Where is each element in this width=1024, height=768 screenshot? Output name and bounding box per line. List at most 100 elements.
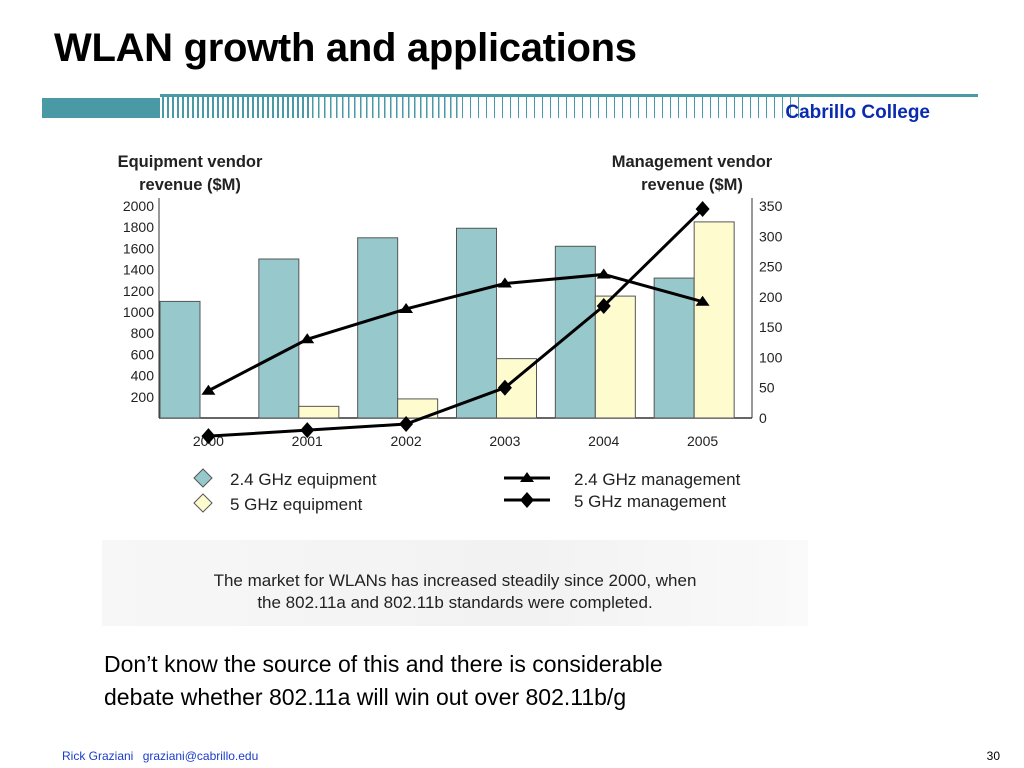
legend-label: 2.4 GHz management — [574, 470, 741, 489]
header-stripe — [227, 97, 229, 118]
left-tick-label: 600 — [131, 346, 155, 362]
speaker-note: Don’t know the source of this and there … — [104, 648, 864, 714]
header-stripe — [456, 97, 458, 118]
header-stripe — [518, 97, 519, 118]
header-stripe — [646, 97, 647, 118]
caption-line-1: The market for WLANs has increased stead… — [213, 571, 697, 590]
bar-24ghz-2005 — [653, 277, 695, 419]
footer-email[interactable]: graziani@cabrillo.edu — [142, 749, 259, 763]
point-diamond-2003 — [497, 379, 512, 396]
header-stripe — [702, 97, 703, 118]
header-stripe — [502, 97, 503, 118]
header-stripe — [342, 97, 344, 118]
left-axis-title: revenue ($M) — [139, 176, 241, 194]
header-stripe — [262, 97, 264, 118]
point-triangle-2000 — [201, 384, 216, 395]
left-tick-label: 1400 — [123, 262, 154, 278]
legend-label: 5 GHz management — [574, 492, 726, 511]
header-stripe — [302, 97, 304, 118]
header-stripe — [408, 97, 410, 118]
header-stripe — [402, 97, 404, 118]
x-tick-label: 2002 — [391, 433, 422, 449]
header-stripe — [307, 97, 309, 118]
header-stripe — [534, 97, 535, 118]
footer-author: Rick Graziani graziani@cabrillo.edu — [62, 749, 258, 763]
header-stripe — [414, 97, 416, 118]
header-stripe — [566, 97, 567, 118]
header-stripe — [782, 97, 783, 118]
bar-24ghz-2002 — [357, 237, 399, 419]
left-tick-label: 1000 — [123, 304, 154, 320]
left-tick-label: 1800 — [123, 219, 154, 235]
header-stripe — [182, 97, 184, 118]
legend-marker-diamond — [520, 492, 534, 508]
x-tick-label: 2004 — [588, 433, 619, 449]
header-stripe — [324, 97, 326, 118]
chart-caption: The market for WLANs has increased stead… — [102, 540, 808, 626]
header-stripe — [187, 97, 189, 118]
header-stripe — [598, 97, 599, 118]
header-stripe — [622, 97, 623, 118]
header-stripe — [758, 97, 759, 118]
left-tick-label: 400 — [131, 368, 155, 384]
legend-swatch-5ghz-equipment — [193, 493, 213, 513]
header-stripe — [462, 97, 463, 118]
header-stripe — [242, 97, 244, 118]
header-stripe — [726, 97, 727, 118]
x-tick-label: 2001 — [292, 433, 323, 449]
header-stripe — [172, 97, 174, 118]
header-stripe — [718, 97, 719, 118]
header-stripe — [526, 97, 527, 118]
header-stripe — [378, 97, 380, 118]
right-tick-label: 350 — [759, 198, 783, 214]
header-stripe — [202, 97, 204, 118]
header-stripe — [590, 97, 591, 118]
header-stripe — [177, 97, 179, 118]
header-stripe — [318, 97, 320, 118]
header-stripe — [734, 97, 735, 118]
header-stripe — [686, 97, 687, 118]
header-stripe — [558, 97, 559, 118]
header-stripe — [798, 97, 799, 118]
point-diamond-2002 — [399, 416, 414, 433]
legend-swatch-24ghz-equipment — [193, 468, 213, 488]
bar-5ghz-2001 — [298, 405, 340, 419]
header-stripe — [277, 97, 279, 118]
note-line-2: debate whether 802.11a will win out over… — [104, 684, 627, 710]
header-stripe — [638, 97, 639, 118]
header-stripe — [542, 97, 543, 118]
header-stripe — [774, 97, 775, 118]
right-axis-title: revenue ($M) — [641, 176, 743, 194]
header-band-block — [42, 98, 160, 118]
header-stripe — [510, 97, 511, 118]
line-triangle-series — [207, 272, 703, 393]
bar-24ghz-2000 — [159, 300, 201, 419]
header-stripe — [396, 97, 398, 118]
caption-line-2: the 802.11a and 802.11b standards were c… — [257, 593, 653, 612]
header-stripe — [282, 97, 284, 118]
legend-label: 5 GHz equipment — [230, 495, 363, 514]
right-tick-label: 250 — [759, 259, 783, 275]
header-stripe — [654, 97, 655, 118]
right-tick-label: 300 — [759, 228, 783, 244]
header-stripe — [217, 97, 219, 118]
legend-marker-triangle — [520, 472, 534, 482]
header-stripe — [670, 97, 671, 118]
header-stripe — [167, 97, 169, 118]
left-tick-label: 2000 — [123, 198, 154, 214]
header-stripe — [232, 97, 234, 118]
header-stripe — [252, 97, 254, 118]
header-stripe — [272, 97, 274, 118]
header-stripe — [470, 97, 471, 118]
header-stripe — [312, 97, 314, 118]
bar-5ghz-2005 — [693, 221, 735, 419]
header-band-stripes — [162, 97, 799, 118]
revenue-chart: Equipment vendor revenue ($M) Management v… — [118, 153, 783, 514]
header-stripe — [606, 97, 607, 118]
header-stripe — [267, 97, 269, 118]
header-band — [42, 94, 978, 124]
line-diamond-series — [208, 207, 704, 438]
header-stripe — [366, 97, 368, 118]
header-stripe — [330, 97, 332, 118]
left-tick-label: 1600 — [123, 240, 154, 256]
